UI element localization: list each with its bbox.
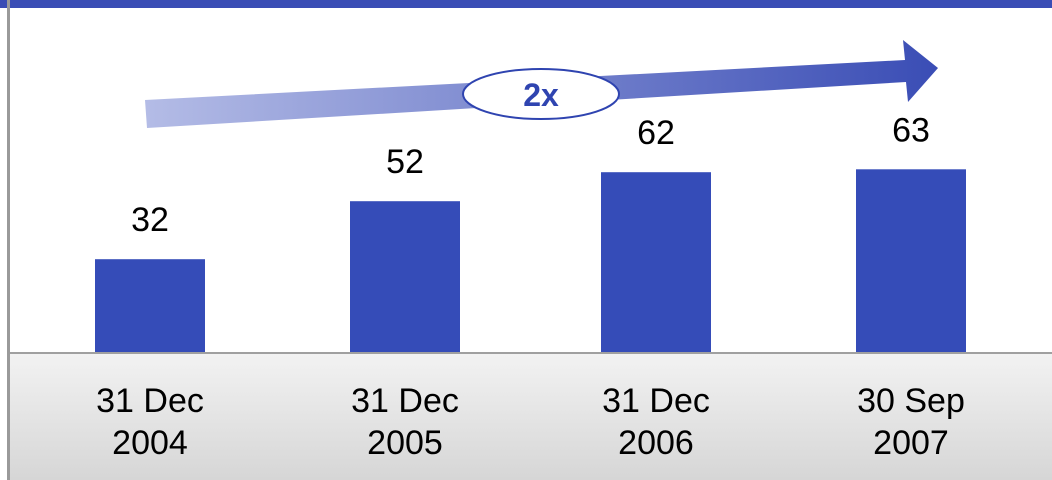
value-label: 62 <box>637 114 675 152</box>
bar <box>95 259 205 352</box>
bar <box>601 172 711 352</box>
annotation-bubble <box>462 68 620 120</box>
value-label: 52 <box>386 143 424 181</box>
value-label: 32 <box>131 201 169 239</box>
category-label: 30 Sep 2007 <box>857 382 965 462</box>
value-label: 63 <box>892 111 930 149</box>
left-border <box>7 0 10 480</box>
category-band <box>10 352 1052 480</box>
top-band <box>0 0 1052 8</box>
category-label: 31 Dec 2005 <box>351 382 459 462</box>
chart: 2x 32 52 62 63 <box>95 40 966 352</box>
bar <box>350 201 460 352</box>
annotation: 2x <box>523 77 559 113</box>
category-label: 31 Dec 2006 <box>602 382 710 462</box>
category-label: 31 Dec 2004 <box>96 382 204 462</box>
bar <box>856 169 966 352</box>
